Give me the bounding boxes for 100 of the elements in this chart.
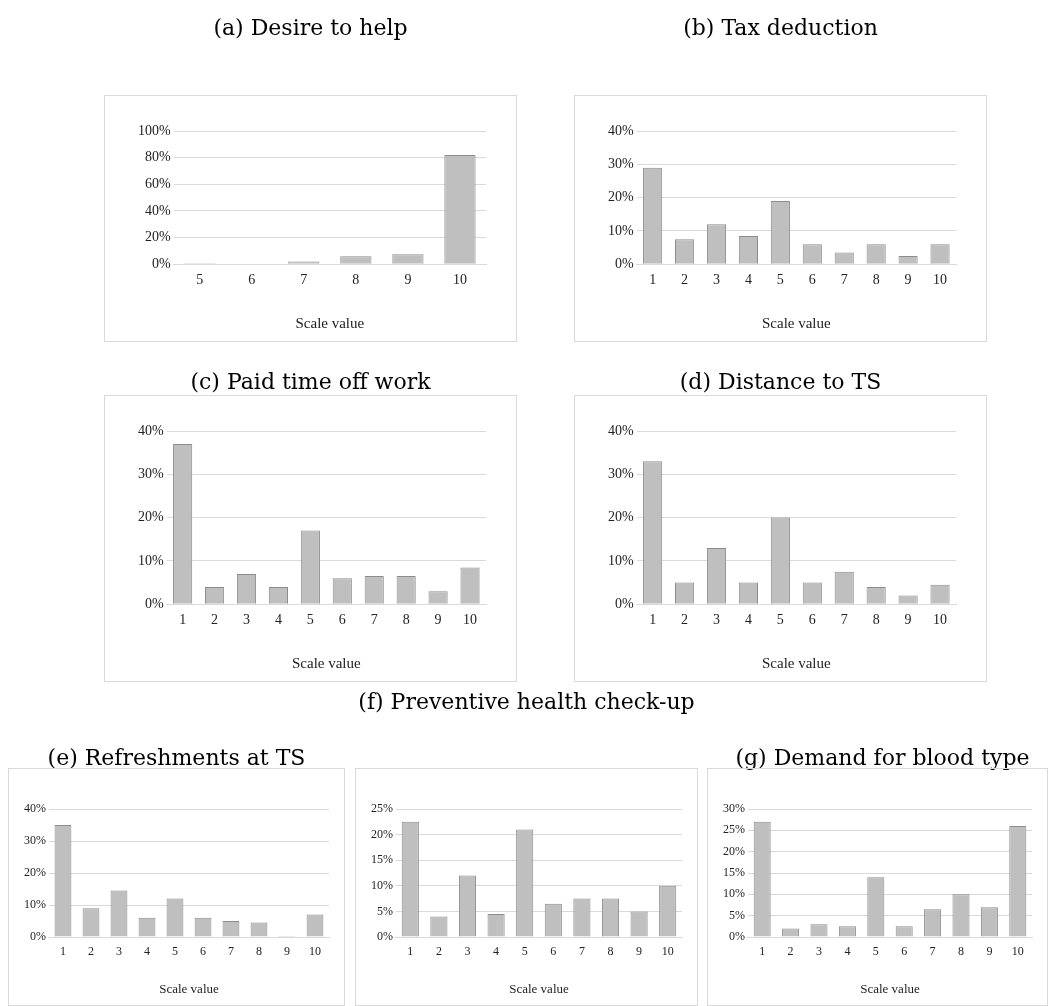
y-tick-label: 10% [24, 897, 46, 912]
x-tick-label: 6 [901, 944, 908, 959]
x-tick-label: 8 [872, 272, 880, 288]
y-tick-label: 10% [607, 222, 634, 238]
x-tick-label: 10 [933, 612, 948, 628]
x-tick-label: 3 [464, 944, 471, 959]
x-tick-label: 5 [776, 612, 784, 628]
x-tick-label: 8 [256, 944, 262, 959]
x-tick-label: 9 [284, 944, 290, 959]
x-tick-label: 4 [144, 944, 150, 959]
x-tick-label: 9 [404, 272, 412, 288]
y-tick-label: 0% [377, 929, 393, 944]
x-axis-title: Scale value [295, 314, 365, 331]
x-tick-label: 2 [88, 944, 94, 959]
x-tick-label: 7 [929, 944, 936, 959]
chart-title: (g) Demand for blood type [734, 744, 1031, 772]
y-tick-label: 100% [137, 122, 171, 138]
y-tick-label: 15% [723, 865, 745, 880]
x-tick-label: 4 [274, 612, 282, 628]
x-tick-label: 2 [435, 944, 442, 959]
x-tick-label: 7 [578, 944, 585, 959]
y-tick-label: 40% [607, 122, 634, 138]
x-tick-label: 3 [116, 944, 122, 959]
y-tick-label: 0% [614, 595, 634, 611]
x-axis-title: Scale value [860, 980, 920, 996]
x-tick-label: 6 [338, 612, 346, 628]
x-tick-label: 10 [463, 612, 478, 628]
x-tick-label: 6 [200, 944, 206, 959]
x-tick-label: 6 [550, 944, 557, 959]
chart-title: (d) Distance to TS [678, 368, 883, 396]
chart-title: (c) Paid time off work [189, 368, 432, 396]
y-tick-label: 5% [729, 907, 745, 922]
y-tick-label: 25% [371, 801, 393, 816]
x-tick-label: 6 [808, 272, 816, 288]
x-tick-label: 4 [744, 272, 752, 288]
y-tick-label: 30% [607, 155, 634, 171]
x-tick-label: 9 [904, 612, 912, 628]
chart-title: (a) Desire to help [212, 14, 409, 42]
x-tick-label: 10 [1011, 944, 1024, 959]
y-tick-label: 30% [24, 833, 46, 848]
x-tick-label: 4 [493, 944, 500, 959]
x-tick-label: 1 [649, 272, 657, 288]
y-tick-label: 25% [723, 822, 745, 837]
x-tick-label: 2 [681, 612, 689, 628]
chart-title: (f) Preventive health check-up [357, 688, 696, 716]
x-tick-label: 7 [228, 944, 234, 959]
x-tick-label: 1 [179, 612, 187, 628]
y-tick-label: 10% [723, 886, 745, 901]
x-tick-label: 5 [196, 272, 204, 288]
x-tick-label: 3 [816, 944, 822, 959]
x-tick-label: 6 [248, 272, 256, 288]
x-tick-label: 9 [434, 612, 442, 628]
x-tick-label: 8 [352, 272, 360, 288]
x-tick-label: 9 [636, 944, 643, 959]
x-tick-label: 10 [661, 944, 674, 959]
y-tick-label: 20% [144, 229, 171, 245]
x-tick-label: 3 [713, 272, 720, 288]
x-tick-label: 8 [402, 612, 410, 628]
x-tick-label: 8 [958, 944, 964, 959]
x-tick-label: 5 [872, 944, 879, 959]
x-tick-label: 10 [452, 272, 467, 288]
y-tick-label: 0% [614, 255, 634, 271]
y-tick-label: 20% [24, 865, 46, 880]
x-tick-label: 10 [309, 944, 321, 959]
x-tick-label: 8 [872, 612, 880, 628]
x-axis-title: Scale value [509, 980, 569, 996]
x-tick-label: 7 [840, 272, 848, 288]
x-tick-label: 1 [407, 944, 414, 959]
y-tick-label: 10% [371, 877, 393, 892]
x-tick-label: 9 [986, 944, 993, 959]
x-tick-label: 5 [306, 612, 314, 628]
x-tick-label: 5 [521, 944, 528, 959]
x-tick-label: 3 [713, 612, 720, 628]
x-tick-label: 7 [300, 272, 308, 288]
y-tick-label: 30% [607, 465, 634, 481]
x-tick-label: 7 [840, 612, 848, 628]
x-tick-label: 4 [744, 612, 752, 628]
x-tick-label: 1 [60, 944, 66, 959]
y-tick-label: 0% [30, 929, 46, 944]
x-tick-label: 10 [933, 272, 948, 288]
y-tick-label: 0% [729, 929, 745, 944]
x-tick-label: 1 [649, 612, 657, 628]
x-axis-title: Scale value [761, 314, 832, 331]
y-tick-label: 20% [607, 189, 634, 205]
y-tick-label: 20% [723, 843, 745, 858]
x-axis-title: Scale value [291, 654, 362, 671]
y-tick-label: 20% [607, 509, 634, 525]
x-axis-title: Scale value [761, 654, 832, 671]
y-tick-label: 40% [607, 422, 634, 438]
x-tick-label: 6 [808, 612, 816, 628]
y-tick-label: 80% [144, 149, 171, 165]
x-tick-label: 5 [172, 944, 178, 959]
y-tick-label: 40% [144, 202, 171, 218]
x-tick-label: 2 [211, 612, 219, 628]
y-tick-label: 15% [371, 852, 393, 867]
x-axis-title: Scale value [159, 980, 219, 996]
y-tick-label: 40% [24, 801, 46, 816]
y-tick-label: 30% [137, 465, 164, 481]
x-tick-label: 1 [759, 944, 766, 959]
y-tick-label: 30% [723, 801, 745, 816]
